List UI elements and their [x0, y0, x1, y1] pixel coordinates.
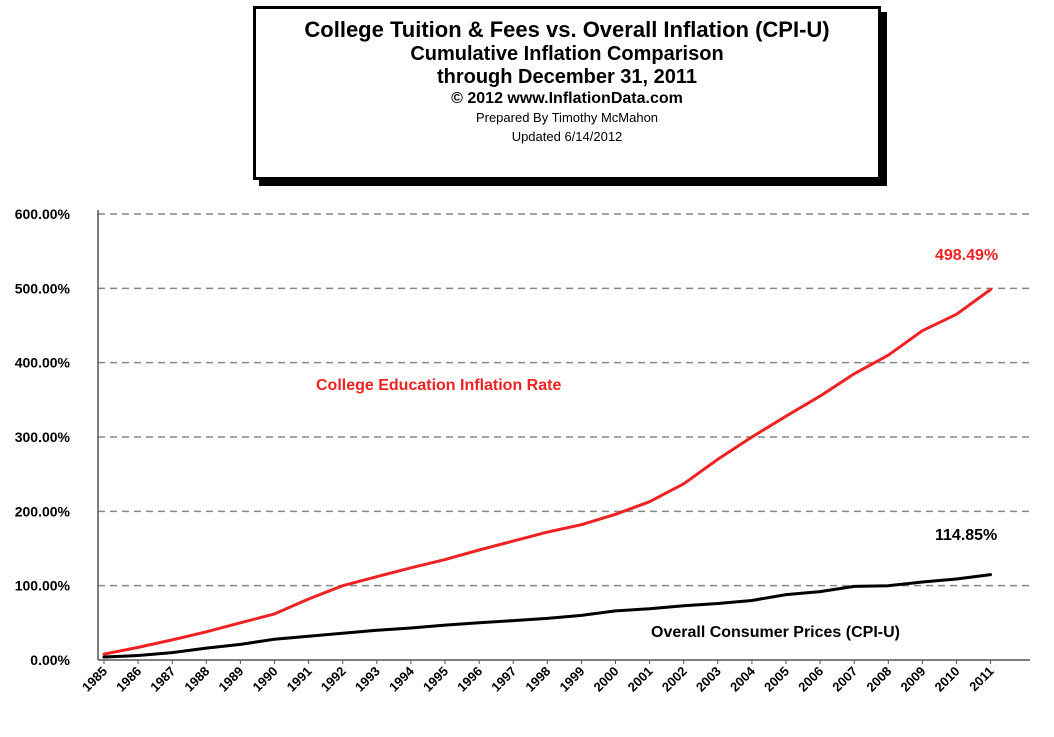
x-tick-label-2005: 2005: [761, 664, 792, 695]
author-text: Prepared By Timothy McMahon: [475, 110, 659, 125]
x-tick-label-2011: 2011: [966, 664, 997, 695]
updated-text: Updated 6/14/2012: [511, 129, 623, 144]
x-tick-label-1992: 1992: [318, 664, 349, 695]
college-end-value-label: 498.49%: [935, 247, 998, 264]
chart-date-range: through December 31, 2011: [436, 66, 698, 88]
x-tick-label-1994: 1994: [386, 663, 418, 695]
y-tick-label-400: 400.00%: [15, 355, 71, 371]
chart-subtitle: Cumulative Inflation Comparison: [410, 43, 724, 65]
axes-layer: [97, 210, 1030, 664]
x-tick-label-1998: 1998: [522, 664, 553, 695]
x-tick-label-1993: 1993: [352, 664, 383, 695]
x-axis-tick-labels: 1985 1986 1987 1988 1989 1990 1991 1992 1993 1994…: [79, 663, 997, 695]
chart-title-box: College Tuition & Fees vs. Overall Infla…: [253, 6, 881, 180]
y-axis-tick-labels: 0.00% 100.00% 200.00% 300.00% 400.00% 500.00%…: [15, 206, 71, 668]
cpi-end-value-label: 114.85%: [935, 527, 997, 544]
chart-title: College Tuition & Fees vs. Overall Infla…: [304, 17, 830, 42]
x-tick-label-2009: 2009: [897, 664, 928, 695]
y-tick-label-300: 300.00%: [15, 429, 71, 445]
x-tick-label-2007: 2007: [829, 664, 860, 695]
x-tick-label-2004: 2004: [727, 663, 759, 695]
y-tick-label-100: 100.00%: [15, 578, 71, 594]
y-tick-label-500: 500.00%: [15, 280, 71, 296]
x-tick-label-1989: 1989: [215, 664, 246, 695]
x-tick-label-2008: 2008: [863, 664, 894, 695]
y-tick-label-0: 0.00%: [30, 652, 70, 668]
x-tick-label-1988: 1988: [181, 664, 212, 695]
x-tick-label-1999: 1999: [556, 664, 587, 695]
x-tick-label-1991: 1991: [284, 664, 315, 695]
x-tick-label-1987: 1987: [147, 664, 178, 695]
cpi-series-line: [102, 573, 993, 659]
x-tick-label-2000: 2000: [591, 664, 622, 695]
y-tick-label-600: 600.00%: [15, 206, 71, 222]
college-series-line: [102, 288, 993, 656]
x-tick-label-1985: 1985: [79, 664, 110, 695]
x-tick-label-1997: 1997: [488, 664, 519, 695]
x-tick-label-1990: 1990: [250, 664, 281, 695]
x-tick-label-1995: 1995: [420, 664, 451, 695]
x-tick-label-2001: 2001: [625, 664, 656, 695]
copyright-text: © 2012 www.InflationData.com: [451, 90, 683, 107]
series-layer: [102, 288, 993, 659]
cpi-series-label: Overall Consumer Prices (CPI-U): [651, 624, 900, 641]
college-series-label: College Education Inflation Rate: [316, 377, 561, 394]
x-tick-label-2010: 2010: [932, 664, 963, 695]
x-tick-label-2003: 2003: [693, 664, 724, 695]
x-tick-label-1986: 1986: [113, 664, 144, 695]
y-tick-label-200: 200.00%: [15, 503, 71, 519]
x-tick-label-2002: 2002: [659, 664, 690, 695]
x-tick-label-2006: 2006: [795, 664, 826, 695]
x-tick-label-1996: 1996: [454, 664, 485, 695]
